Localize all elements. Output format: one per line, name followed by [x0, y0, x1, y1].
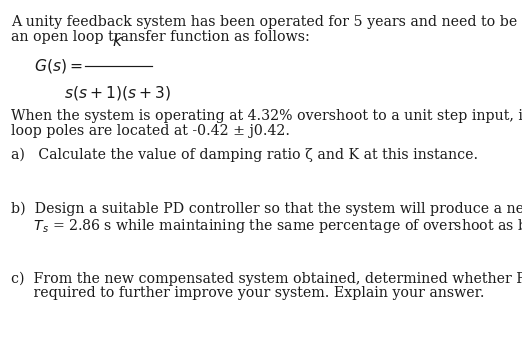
Text: $k$: $k$ — [112, 33, 124, 49]
Text: a)   Calculate the value of damping ratio ζ and K at this instance.: a) Calculate the value of damping ratio … — [10, 147, 478, 162]
Text: an open loop transfer function as follows:: an open loop transfer function as follow… — [10, 30, 310, 44]
Text: A unity feedback system has been operated for 5 years and need to be evaluated. : A unity feedback system has been operate… — [10, 15, 522, 29]
Text: When the system is operating at 4.32% overshoot to a unit step input, its domina: When the system is operating at 4.32% ov… — [10, 108, 522, 122]
Text: loop poles are located at -0.42 ± j0.42.: loop poles are located at -0.42 ± j0.42. — [10, 124, 290, 138]
Text: $G(s) =$: $G(s) =$ — [34, 57, 82, 75]
Text: c)  From the new compensated system obtained, determined whether PI controller i: c) From the new compensated system obtai… — [10, 271, 522, 286]
Text: $s(s+1)(s+3)$: $s(s+1)(s+3)$ — [64, 84, 171, 102]
Text: required to further improve your system. Explain your answer.: required to further improve your system.… — [10, 286, 484, 300]
Text: b)  Design a suitable PD controller so that the system will produce a new settli: b) Design a suitable PD controller so th… — [10, 202, 522, 216]
Text: $T_s$ = 2.86 s while maintaining the same percentage of overshoot as before.: $T_s$ = 2.86 s while maintaining the sam… — [10, 217, 522, 235]
